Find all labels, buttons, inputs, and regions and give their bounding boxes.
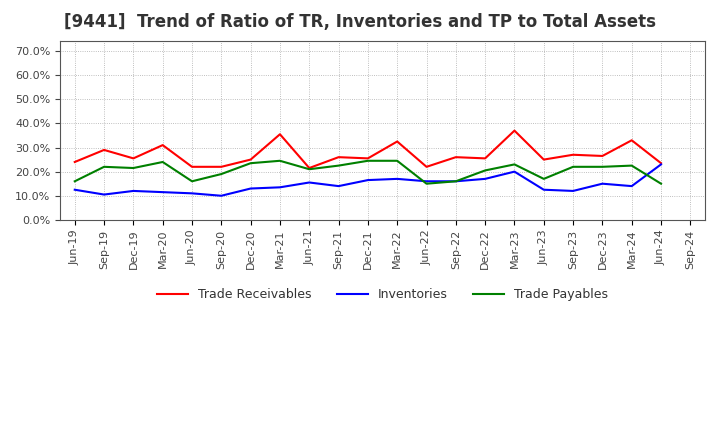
Trade Receivables [158, 143, 167, 148]
Trade Receivables [71, 159, 79, 165]
Trade Payables [657, 181, 665, 186]
Inventories [276, 185, 284, 190]
Trade Receivables [305, 165, 314, 171]
Legend: Trade Receivables, Inventories, Trade Payables: Trade Receivables, Inventories, Trade Pa… [152, 283, 613, 306]
Trade Payables [129, 165, 138, 171]
Trade Receivables [334, 154, 343, 160]
Inventories [539, 187, 548, 192]
Trade Payables [188, 179, 197, 184]
Inventories [158, 190, 167, 195]
Trade Receivables [129, 156, 138, 161]
Trade Receivables [627, 138, 636, 143]
Trade Payables [158, 159, 167, 165]
Trade Payables [276, 158, 284, 163]
Inventories [510, 169, 519, 174]
Trade Receivables [393, 139, 402, 144]
Trade Receivables [598, 153, 607, 158]
Trade Receivables [569, 152, 577, 158]
Inventories [129, 188, 138, 194]
Inventories [334, 183, 343, 189]
Text: [9441]  Trend of Ratio of TR, Inventories and TP to Total Assets: [9441] Trend of Ratio of TR, Inventories… [64, 13, 656, 31]
Line: Trade Receivables: Trade Receivables [75, 131, 661, 168]
Trade Payables [246, 161, 255, 166]
Trade Payables [334, 163, 343, 168]
Inventories [657, 162, 665, 167]
Trade Receivables [246, 157, 255, 162]
Inventories [246, 186, 255, 191]
Trade Payables [451, 179, 460, 184]
Inventories [188, 191, 197, 196]
Trade Receivables [422, 164, 431, 169]
Trade Receivables [188, 164, 197, 169]
Inventories [569, 188, 577, 194]
Trade Payables [305, 167, 314, 172]
Trade Payables [481, 168, 490, 173]
Line: Inventories: Inventories [75, 165, 661, 196]
Inventories [217, 193, 225, 198]
Inventories [71, 187, 79, 192]
Trade Payables [510, 162, 519, 167]
Line: Trade Payables: Trade Payables [75, 161, 661, 183]
Inventories [627, 183, 636, 189]
Trade Payables [364, 158, 372, 163]
Inventories [100, 192, 109, 197]
Trade Receivables [539, 157, 548, 162]
Inventories [393, 176, 402, 182]
Trade Receivables [217, 164, 225, 169]
Inventories [598, 181, 607, 186]
Inventories [364, 177, 372, 183]
Trade Payables [217, 172, 225, 177]
Trade Receivables [100, 147, 109, 153]
Trade Payables [422, 181, 431, 186]
Inventories [422, 179, 431, 184]
Inventories [451, 179, 460, 184]
Inventories [481, 176, 490, 182]
Trade Receivables [276, 132, 284, 137]
Trade Receivables [451, 154, 460, 160]
Trade Payables [598, 164, 607, 169]
Trade Payables [569, 164, 577, 169]
Trade Payables [100, 164, 109, 169]
Trade Payables [627, 163, 636, 168]
Trade Receivables [510, 128, 519, 133]
Trade Receivables [364, 156, 372, 161]
Trade Payables [393, 158, 402, 163]
Trade Payables [539, 176, 548, 182]
Inventories [305, 180, 314, 185]
Trade Receivables [481, 156, 490, 161]
Trade Payables [71, 179, 79, 184]
Trade Receivables [657, 161, 665, 166]
